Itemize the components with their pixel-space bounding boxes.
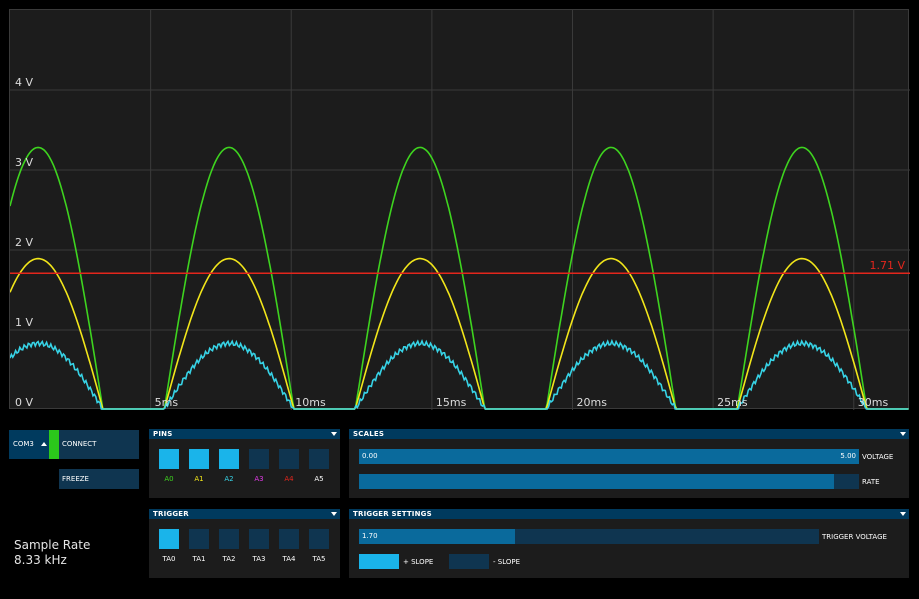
chevron-down-icon <box>331 432 337 436</box>
voltage-range-slider[interactable]: 0.00 5.00 <box>359 449 859 464</box>
pins-header[interactable]: PINS <box>149 429 340 439</box>
trigger-settings-title: TRIGGER SETTINGS <box>353 510 432 518</box>
chevron-down-icon <box>900 432 906 436</box>
trigger-toggle-ta1[interactable] <box>189 529 209 549</box>
y-axis-label: 1 V <box>15 316 33 329</box>
voltage-max-value: 5.00 <box>840 452 856 460</box>
trigger-toggle-ta5[interactable] <box>309 529 329 549</box>
trigger-toggle-ta0[interactable] <box>159 529 179 549</box>
plus-slope-label: + SLOPE <box>403 558 434 566</box>
freeze-label: FREEZE <box>62 475 89 483</box>
pin-label-a0: A0 <box>164 475 174 483</box>
oscilloscope-display: 0 V 1 V 2 V 3 V 4 V 5ms 10ms 15ms 20ms 25ms 30ms 1.… <box>9 9 910 410</box>
sample-rate-value: 8.33 kHz <box>14 553 67 567</box>
x-axis-label: 5ms <box>155 396 179 409</box>
pin-label-a1: A1 <box>194 475 204 483</box>
x-axis-label: 10ms <box>295 396 326 409</box>
trigger-level-label: 1.71 V <box>869 259 905 272</box>
scope-plot: 0 V 1 V 2 V 3 V 4 V 5ms 10ms 15ms 20ms 25ms 30ms 1.… <box>10 10 910 410</box>
pins-panel: PINS A0 A1 A2 A3 A4 A5 <box>149 429 340 498</box>
trigger-toggle-ta4[interactable] <box>279 529 299 549</box>
pins-title: PINS <box>153 430 173 438</box>
scales-title: SCALES <box>353 430 385 438</box>
rate-fill <box>359 474 834 489</box>
pin-label-a5: A5 <box>314 475 324 483</box>
scales-header[interactable]: SCALES <box>349 429 909 439</box>
trigger-label-ta5: TA5 <box>312 555 326 563</box>
trigger-label-ta2: TA2 <box>222 555 236 563</box>
trigger-label-ta3: TA3 <box>252 555 266 563</box>
scales-panel: SCALES 0.00 5.00 VOLTAGE RATE <box>349 429 909 498</box>
pin-toggle-a4[interactable] <box>279 449 299 469</box>
pin-label-a4: A4 <box>284 475 294 483</box>
port-select[interactable]: COM3 <box>9 430 49 459</box>
pin-toggle-a5[interactable] <box>309 449 329 469</box>
trigger-label-ta1: TA1 <box>192 555 206 563</box>
rate-slider[interactable] <box>359 474 859 489</box>
rate-label: RATE <box>862 478 880 486</box>
freeze-button[interactable]: FREEZE <box>59 469 139 489</box>
trigger-voltage-label: TRIGGER VOLTAGE <box>822 533 887 541</box>
connect-indicator <box>49 430 59 459</box>
trigger-header[interactable]: TRIGGER <box>149 509 340 519</box>
voltage-min-value: 0.00 <box>362 452 378 460</box>
trigger-label-ta4: TA4 <box>282 555 296 563</box>
trigger-voltage-value: 1.70 <box>362 532 378 540</box>
y-axis-label: 3 V <box>15 156 33 169</box>
chevron-down-icon <box>331 512 337 516</box>
caret-up-icon <box>41 442 47 446</box>
waveform-a0 <box>10 146 909 410</box>
trigger-voltage-fill <box>359 529 516 544</box>
sample-rate-label: Sample Rate <box>14 538 91 552</box>
trigger-label-ta0: TA0 <box>162 555 176 563</box>
chevron-down-icon <box>900 512 906 516</box>
trigger-toggle-ta2[interactable] <box>219 529 239 549</box>
trigger-toggle-ta3[interactable] <box>249 529 269 549</box>
port-value: COM3 <box>13 440 34 448</box>
y-axis-label: 4 V <box>15 76 33 89</box>
pin-label-a2: A2 <box>224 475 234 483</box>
x-axis-label: 30ms <box>858 396 889 409</box>
plus-slope-toggle[interactable] <box>359 554 399 569</box>
pin-toggle-a1[interactable] <box>189 449 209 469</box>
connect-label: CONNECT <box>62 440 97 448</box>
trigger-voltage-slider[interactable]: 1.70 <box>359 529 819 544</box>
trigger-panel: TRIGGER TA0 TA1 TA2 TA3 TA4 TA5 <box>149 509 340 578</box>
trigger-settings-header[interactable]: TRIGGER SETTINGS <box>349 509 909 519</box>
y-axis-label: 0 V <box>15 396 33 409</box>
pin-label-a3: A3 <box>254 475 264 483</box>
pin-toggle-a3[interactable] <box>249 449 269 469</box>
x-axis-label: 15ms <box>436 396 467 409</box>
minus-slope-label: - SLOPE <box>493 558 520 566</box>
y-axis-label: 2 V <box>15 236 33 249</box>
minus-slope-toggle[interactable] <box>449 554 489 569</box>
pin-toggle-a0[interactable] <box>159 449 179 469</box>
pin-toggle-a2[interactable] <box>219 449 239 469</box>
trigger-settings-panel: TRIGGER SETTINGS 1.70 TRIGGER VOLTAGE + … <box>349 509 909 578</box>
waveform-a2 <box>10 338 909 410</box>
x-axis-label: 25ms <box>717 396 748 409</box>
connect-button[interactable]: CONNECT <box>59 430 139 459</box>
voltage-label: VOLTAGE <box>862 453 894 461</box>
trigger-title: TRIGGER <box>153 510 189 518</box>
x-axis-label: 20ms <box>577 396 608 409</box>
waveform-a1 <box>10 257 909 410</box>
